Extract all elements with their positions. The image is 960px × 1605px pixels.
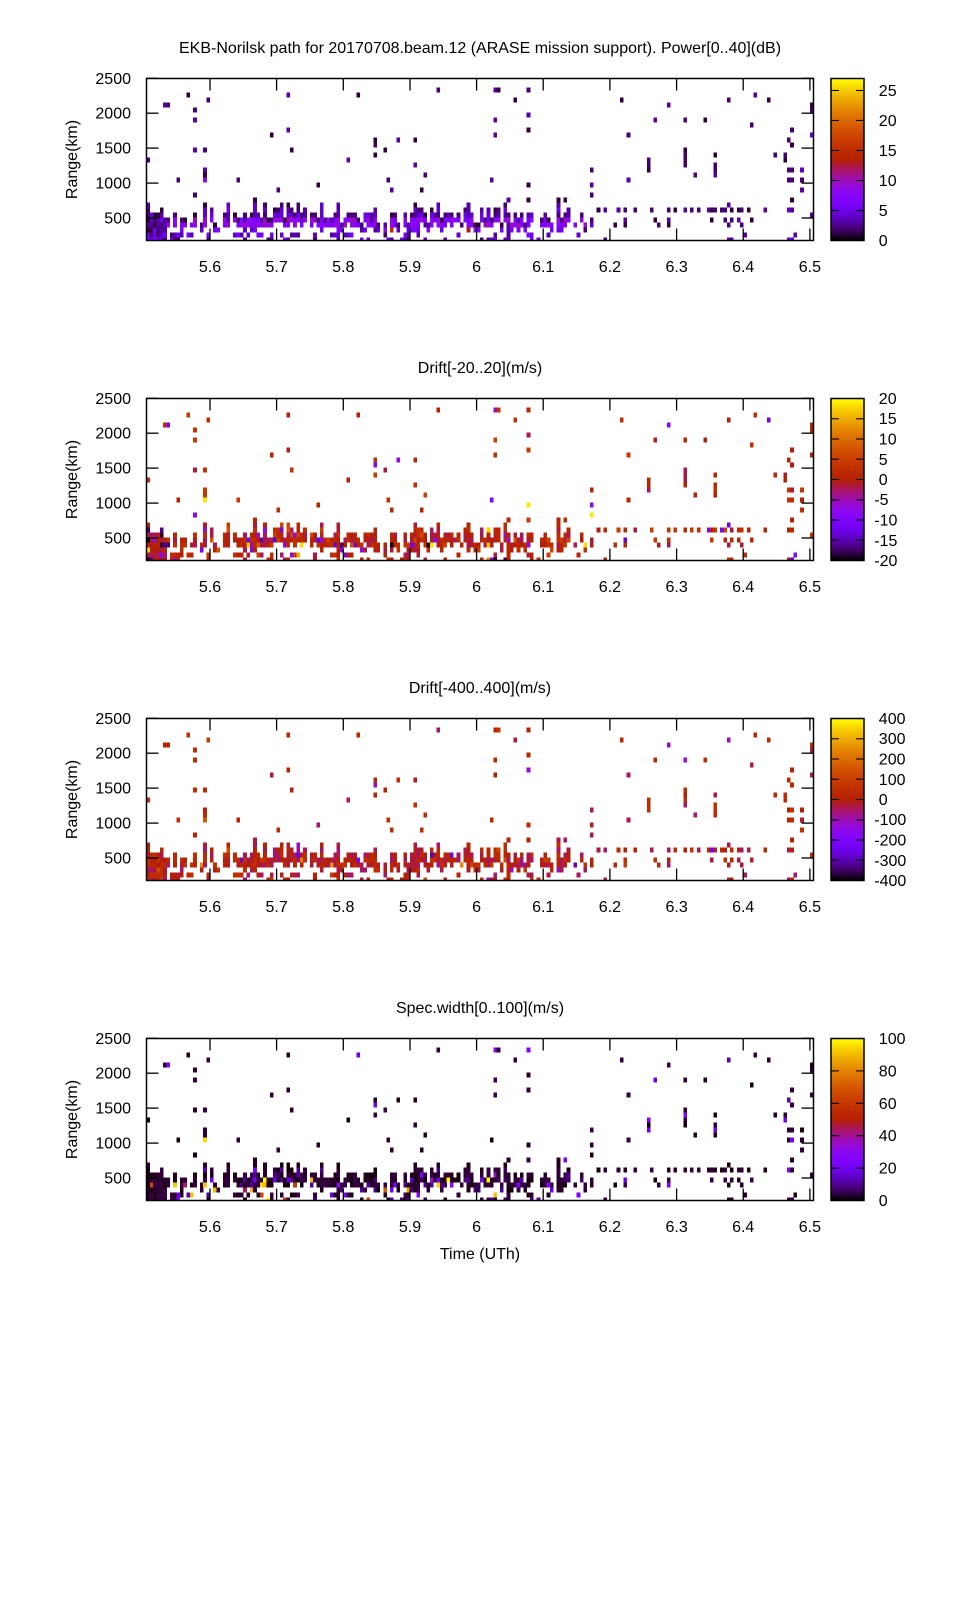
svg-text:25: 25 <box>879 83 897 100</box>
svg-text:-300: -300 <box>874 853 906 870</box>
svg-text:5.8: 5.8 <box>332 1219 354 1236</box>
svg-text:6: 6 <box>472 259 481 276</box>
svg-text:6.1: 6.1 <box>532 579 554 596</box>
svg-text:6.2: 6.2 <box>599 579 621 596</box>
svg-text:5: 5 <box>879 452 888 469</box>
svg-text:400: 400 <box>879 711 906 728</box>
svg-text:10: 10 <box>879 173 897 190</box>
svg-text:EKB-Norilsk path for 20170708.: EKB-Norilsk path for 20170708.beam.12 (A… <box>179 40 781 57</box>
svg-text:2000: 2000 <box>95 746 131 763</box>
svg-text:1000: 1000 <box>95 1136 131 1153</box>
svg-text:200: 200 <box>879 752 906 769</box>
svg-text:-400: -400 <box>874 873 906 890</box>
svg-text:5.9: 5.9 <box>399 1219 421 1236</box>
svg-text:1000: 1000 <box>95 496 131 513</box>
svg-text:2500: 2500 <box>95 1031 131 1048</box>
svg-text:2000: 2000 <box>95 1066 131 1083</box>
svg-text:100: 100 <box>879 1031 906 1048</box>
svg-text:6.5: 6.5 <box>799 899 821 916</box>
svg-text:6.3: 6.3 <box>665 899 687 916</box>
svg-text:5.8: 5.8 <box>332 899 354 916</box>
svg-text:1000: 1000 <box>95 176 131 193</box>
svg-text:100: 100 <box>879 772 906 789</box>
svg-text:-10: -10 <box>874 513 897 530</box>
svg-text:0: 0 <box>879 1193 888 1210</box>
svg-text:5.9: 5.9 <box>399 579 421 596</box>
svg-text:5.7: 5.7 <box>265 579 287 596</box>
svg-text:5.9: 5.9 <box>399 899 421 916</box>
svg-text:6.1: 6.1 <box>532 259 554 276</box>
svg-text:6.3: 6.3 <box>665 1219 687 1236</box>
svg-text:Drift[-400..400](m/s): Drift[-400..400](m/s) <box>409 680 551 697</box>
svg-text:Range(km): Range(km) <box>64 1080 81 1159</box>
svg-text:6.2: 6.2 <box>599 899 621 916</box>
svg-text:500: 500 <box>104 851 131 868</box>
svg-text:500: 500 <box>104 211 131 228</box>
svg-text:10: 10 <box>879 432 897 449</box>
svg-text:Drift[-20..20](m/s): Drift[-20..20](m/s) <box>418 360 542 377</box>
svg-text:0: 0 <box>879 472 888 489</box>
svg-text:Spec.width[0..100](m/s): Spec.width[0..100](m/s) <box>396 1000 564 1017</box>
svg-text:6.1: 6.1 <box>532 899 554 916</box>
svg-text:6: 6 <box>472 579 481 596</box>
svg-text:5.7: 5.7 <box>265 259 287 276</box>
svg-text:15: 15 <box>879 143 897 160</box>
svg-text:20: 20 <box>879 1161 897 1178</box>
svg-text:6.5: 6.5 <box>799 259 821 276</box>
svg-text:Range(km): Range(km) <box>64 120 81 199</box>
svg-text:2500: 2500 <box>95 71 131 88</box>
svg-text:1500: 1500 <box>95 461 131 478</box>
svg-text:0: 0 <box>879 792 888 809</box>
svg-text:-20: -20 <box>874 553 897 570</box>
svg-text:40: 40 <box>879 1128 897 1145</box>
svg-text:500: 500 <box>104 1171 131 1188</box>
svg-text:0: 0 <box>879 233 888 250</box>
svg-text:-200: -200 <box>874 833 906 850</box>
svg-text:Range(km): Range(km) <box>64 760 81 839</box>
svg-text:80: 80 <box>879 1063 897 1080</box>
svg-text:6.4: 6.4 <box>732 899 754 916</box>
svg-text:6.3: 6.3 <box>665 259 687 276</box>
svg-text:500: 500 <box>104 531 131 548</box>
svg-text:1500: 1500 <box>95 781 131 798</box>
svg-text:5.8: 5.8 <box>332 259 354 276</box>
svg-text:15: 15 <box>879 411 897 428</box>
svg-text:6.4: 6.4 <box>732 1219 754 1236</box>
svg-text:1500: 1500 <box>95 141 131 158</box>
svg-text:-100: -100 <box>874 812 906 829</box>
svg-text:6.5: 6.5 <box>799 1219 821 1236</box>
svg-text:1500: 1500 <box>95 1101 131 1118</box>
svg-text:20: 20 <box>879 113 897 130</box>
svg-text:6.2: 6.2 <box>599 259 621 276</box>
svg-text:5.7: 5.7 <box>265 899 287 916</box>
svg-text:5.6: 5.6 <box>199 899 221 916</box>
svg-text:6: 6 <box>472 899 481 916</box>
svg-text:Time (UTh): Time (UTh) <box>440 1246 520 1263</box>
svg-text:6: 6 <box>472 1219 481 1236</box>
svg-text:-5: -5 <box>874 492 888 509</box>
svg-text:5.9: 5.9 <box>399 259 421 276</box>
svg-text:300: 300 <box>879 731 906 748</box>
svg-text:2000: 2000 <box>95 426 131 443</box>
svg-text:-15: -15 <box>874 533 897 550</box>
svg-text:5.6: 5.6 <box>199 1219 221 1236</box>
svg-text:6.4: 6.4 <box>732 579 754 596</box>
svg-text:5.6: 5.6 <box>199 579 221 596</box>
svg-text:20: 20 <box>879 391 897 408</box>
svg-text:5.7: 5.7 <box>265 1219 287 1236</box>
svg-text:5.6: 5.6 <box>199 259 221 276</box>
svg-text:1000: 1000 <box>95 816 131 833</box>
svg-text:5.8: 5.8 <box>332 579 354 596</box>
svg-text:Range(km): Range(km) <box>64 440 81 519</box>
svg-text:5: 5 <box>879 203 888 220</box>
svg-text:60: 60 <box>879 1096 897 1113</box>
svg-text:6.4: 6.4 <box>732 259 754 276</box>
svg-text:6.2: 6.2 <box>599 1219 621 1236</box>
svg-text:6.3: 6.3 <box>665 579 687 596</box>
svg-text:2000: 2000 <box>95 106 131 123</box>
svg-text:2500: 2500 <box>95 391 131 408</box>
svg-text:6.1: 6.1 <box>532 1219 554 1236</box>
svg-text:2500: 2500 <box>95 711 131 728</box>
svg-text:6.5: 6.5 <box>799 579 821 596</box>
